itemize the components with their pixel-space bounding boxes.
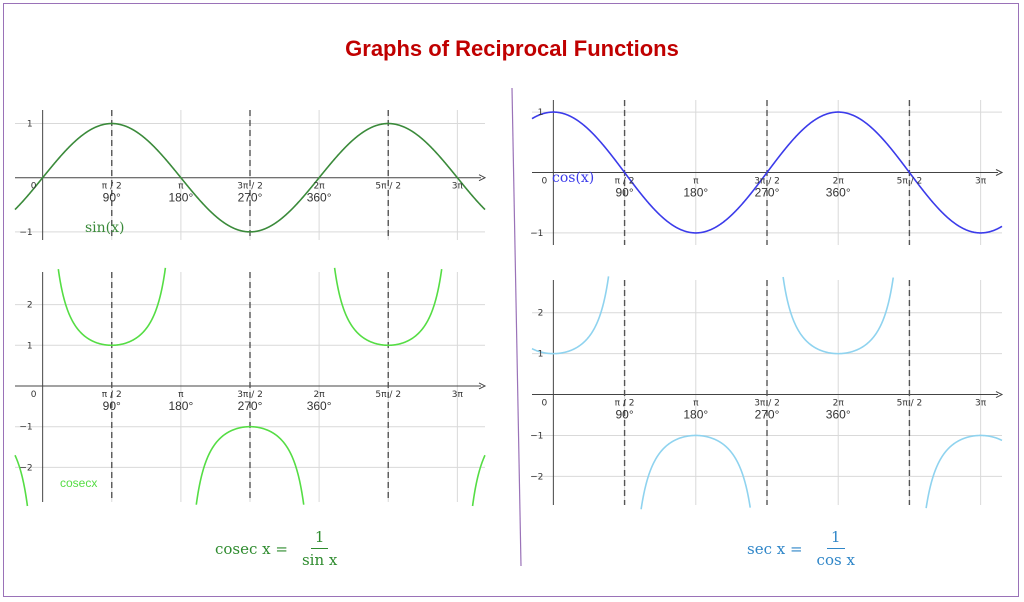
sin-curve	[14, 122, 486, 233]
x-degree-label: 360°	[307, 399, 332, 413]
x-tick-label: π / 2	[615, 177, 635, 187]
x-degree-label: 270°	[238, 399, 263, 413]
sec-curve	[531, 276, 1003, 510]
origin-label: 0	[541, 177, 547, 187]
function-name-label: cos(x)	[552, 170, 594, 186]
y-tick-label: −1	[530, 431, 543, 441]
origin-label: 0	[541, 399, 547, 409]
y-tick-label: −2	[530, 472, 543, 482]
cosec-formula-fraction: 1 sin x	[298, 528, 341, 569]
origin-label: 0	[31, 182, 37, 192]
x-tick-label: 2π	[314, 390, 326, 400]
x-tick-label: π / 2	[102, 390, 122, 400]
x-degree-label: 180°	[683, 408, 708, 422]
function-name-label: sin(x)	[85, 220, 125, 236]
x-tick-label: 3π	[452, 390, 464, 400]
cosec-formula: cosec x = 1 sin x	[215, 528, 341, 569]
x-tick-label: 3π	[452, 182, 464, 192]
x-tick-label: π / 2	[615, 399, 635, 409]
x-tick-label: 3π	[975, 177, 987, 187]
x-degree-label: 360°	[826, 186, 851, 200]
x-tick-label: 5π / 2	[897, 177, 923, 187]
x-degree-label: 180°	[683, 186, 708, 200]
x-degree-label: 180°	[168, 399, 193, 413]
x-tick-label: 5π / 2	[375, 390, 401, 400]
x-degree-label: 270°	[755, 408, 780, 422]
y-tick-label: 2	[27, 301, 33, 311]
x-degree-label: 270°	[755, 186, 780, 200]
x-degree-label: 90°	[615, 186, 633, 200]
x-degree-label: 360°	[826, 408, 851, 422]
page-title: Graphs of Reciprocal Functions	[345, 36, 679, 61]
sec-formula-denominator: cos x	[816, 551, 855, 569]
x-tick-label: 5π / 2	[375, 182, 401, 192]
x-tick-label: 2π	[833, 399, 845, 409]
x-tick-label: π	[178, 182, 184, 192]
cosec-formula-numerator: 1	[310, 528, 329, 549]
x-axis-arrow	[478, 382, 487, 390]
y-tick-label: 2	[538, 309, 544, 319]
x-tick-label: π	[178, 390, 184, 400]
y-tick-label: −1	[530, 229, 543, 239]
figure-frame	[3, 3, 1019, 597]
x-tick-label: π / 2	[102, 182, 122, 192]
x-degree-label: 90°	[103, 399, 121, 413]
x-tick-label: 3π / 2	[237, 390, 263, 400]
x-axis-arrow	[995, 169, 1004, 176]
sec-formula-fraction: 1 cos x	[813, 528, 859, 569]
x-axis-arrow	[995, 391, 1004, 398]
x-tick-label: 2π	[833, 177, 845, 187]
y-tick-label: 1	[27, 120, 33, 130]
x-axis-arrow	[478, 174, 487, 182]
cos-curve	[531, 111, 1003, 234]
y-tick-label: 1	[27, 341, 33, 351]
x-tick-label: 3π / 2	[237, 182, 263, 192]
cosec-curve	[14, 267, 486, 507]
x-tick-label: 2π	[314, 182, 326, 192]
y-tick-label: −2	[19, 463, 32, 473]
y-tick-label: −1	[19, 423, 32, 433]
x-tick-label: π	[693, 399, 699, 409]
y-tick-label: 1	[538, 108, 544, 118]
function-name-label: cosecx	[60, 476, 97, 490]
sec-formula-numerator: 1	[826, 528, 845, 549]
x-degree-label: 270°	[238, 191, 263, 205]
x-degree-label: 360°	[307, 191, 332, 205]
y-tick-label: −1	[19, 228, 32, 238]
x-degree-label: 90°	[615, 408, 633, 422]
x-tick-label: 5π / 2	[897, 399, 923, 409]
x-tick-label: 3π / 2	[754, 399, 780, 409]
y-tick-label: 1	[538, 350, 544, 360]
x-degree-label: 90°	[103, 191, 121, 205]
x-tick-label: 3π	[975, 399, 987, 409]
cosec-formula-denominator: sin x	[301, 551, 338, 569]
sec-formula-lhs: sec x =	[747, 539, 803, 558]
sec-formula: sec x = 1 cos x	[747, 528, 859, 569]
x-tick-label: π	[693, 177, 699, 187]
x-degree-label: 180°	[168, 191, 193, 205]
cosec-formula-lhs: cosec x =	[215, 539, 288, 558]
x-tick-label: 3π / 2	[754, 177, 780, 187]
origin-label: 0	[31, 390, 37, 400]
